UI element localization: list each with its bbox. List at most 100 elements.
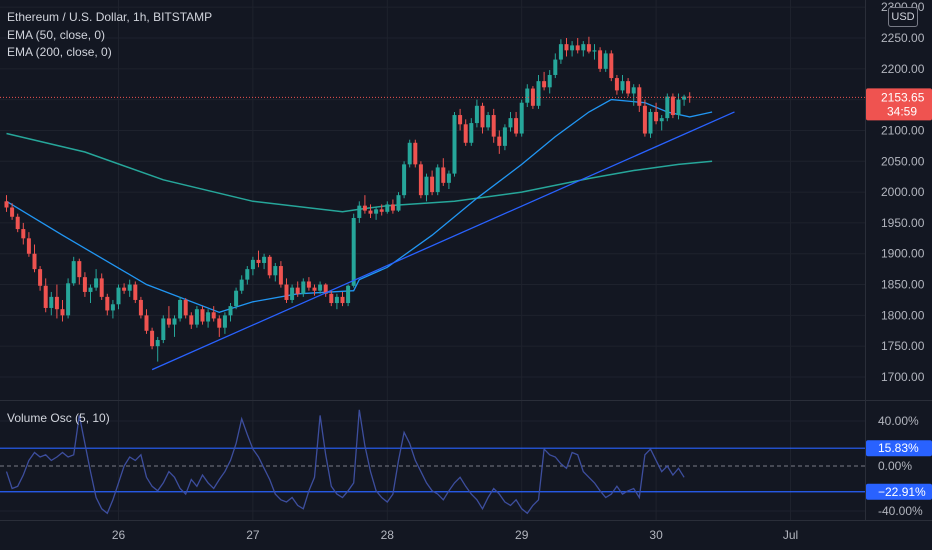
candle-down: [200, 309, 205, 322]
price-badge-value: 2153.65: [881, 90, 925, 104]
candle-down: [368, 210, 373, 214]
candle-up: [648, 111, 653, 134]
candle-down: [670, 96, 675, 116]
candle-down: [418, 164, 423, 196]
osc-lower-badge: [866, 483, 932, 500]
candle-up: [116, 287, 121, 305]
price-tick-label: 1800.00: [881, 308, 925, 322]
time-tick-label: Jul: [783, 528, 798, 542]
candle-down: [564, 44, 569, 51]
currency-button[interactable]: USD: [888, 7, 918, 27]
osc-tick-label: 0.00%: [878, 459, 912, 473]
candle-up: [94, 278, 99, 288]
candle-down: [542, 81, 547, 88]
candle-up: [581, 44, 586, 51]
candle-up: [351, 217, 356, 286]
candle-up: [570, 45, 575, 51]
candle-down: [138, 299, 143, 316]
candle-down: [295, 287, 300, 294]
candle-down: [284, 284, 289, 300]
price-tick-label: 2200.00: [881, 62, 925, 76]
candle-down: [340, 296, 345, 304]
price-badge-countdown: 34:59: [887, 104, 917, 118]
candle-down: [379, 209, 384, 212]
candle-up: [66, 283, 71, 316]
volume-osc-line: [5, 409, 685, 515]
candle-down: [586, 44, 591, 52]
candle-down: [458, 115, 463, 125]
ema50-legend[interactable]: EMA (50, close, 0): [7, 28, 106, 42]
candle-up: [127, 284, 132, 291]
ema200-legend[interactable]: EMA (200, close, 0): [7, 45, 112, 59]
trendline[interactable]: [151, 111, 735, 371]
candle-up: [592, 50, 597, 52]
candle-down: [614, 78, 619, 91]
candle-down: [575, 45, 580, 51]
candle-up: [446, 173, 451, 183]
candle-up: [553, 59, 558, 75]
candle-up: [172, 318, 177, 325]
candle-down: [463, 124, 468, 143]
candle-down: [144, 315, 149, 331]
price-tick-label: 1700.00: [881, 370, 925, 384]
price-tick-label: 2250.00: [881, 31, 925, 45]
candle-down: [362, 205, 367, 211]
candle-down: [609, 53, 614, 79]
candle-up: [250, 259, 255, 270]
price-tick-label: 1900.00: [881, 247, 925, 261]
candle-down: [441, 167, 446, 183]
price-tick-label: 1950.00: [881, 216, 925, 230]
volume-osc-legend[interactable]: Volume Osc (5, 10): [7, 411, 110, 425]
symbol-legend[interactable]: Ethereum / U.S. Dollar, 1h, BITSTAMP: [7, 10, 213, 24]
candle-up: [374, 209, 379, 214]
candle-down: [530, 88, 535, 106]
candle-up: [402, 164, 407, 196]
candle-up: [603, 53, 608, 69]
candle-down: [642, 105, 647, 134]
candle-down: [15, 216, 20, 230]
candle-down: [189, 315, 194, 325]
candle-up: [318, 284, 323, 291]
candle-up: [206, 312, 211, 322]
candle-up: [357, 205, 362, 218]
osc-tick-label: -40.00%: [878, 504, 923, 518]
price-tick-label: 2100.00: [881, 123, 925, 137]
candle-up: [262, 256, 267, 263]
candle-up: [620, 81, 625, 91]
time-tick-label: 28: [381, 528, 395, 542]
candle-down: [10, 207, 15, 217]
candle-up: [396, 195, 401, 211]
candle-up: [346, 285, 351, 304]
candle-up: [178, 299, 183, 319]
candle-up: [486, 115, 491, 128]
candle-down: [598, 50, 603, 69]
candle-up: [49, 296, 54, 308]
candle-up: [525, 88, 530, 103]
candle-down: [514, 118, 519, 134]
candle-down: [105, 296, 110, 311]
candle-up: [659, 118, 664, 122]
time-tick-label: 29: [515, 528, 529, 542]
candle-down: [323, 284, 328, 294]
candle-down: [38, 269, 43, 286]
candle-down: [430, 176, 435, 193]
candle-up: [502, 127, 507, 146]
candle-up: [424, 176, 429, 196]
candle-down: [654, 111, 659, 122]
candle-down: [133, 284, 138, 300]
time-tick-label: 27: [246, 528, 260, 542]
time-tick-label: 30: [649, 528, 663, 542]
candle-up: [88, 287, 93, 292]
candle-down: [21, 229, 26, 239]
price-tick-label: 2050.00: [881, 154, 925, 168]
candle-down: [150, 330, 155, 347]
candle-down: [211, 312, 216, 319]
candle-up: [385, 204, 390, 212]
candle-up: [273, 266, 278, 276]
time-tick-label: 26: [112, 528, 126, 542]
candle-down: [390, 204, 395, 211]
candle-up: [334, 296, 339, 304]
price-tick-label: 1750.00: [881, 339, 925, 353]
